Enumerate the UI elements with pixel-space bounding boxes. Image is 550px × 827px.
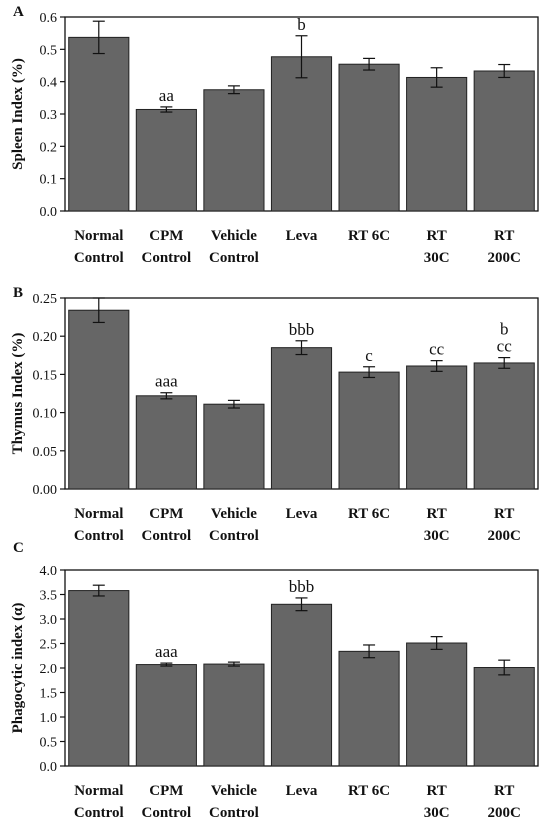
panel-letter: C [13, 540, 24, 556]
x-category-label: 30C [424, 250, 450, 266]
bar [203, 89, 265, 212]
bar [338, 63, 400, 212]
y-tick-label: 0.1 [40, 173, 58, 188]
x-category-label: RT [426, 783, 446, 799]
x-category-label: Normal [74, 783, 123, 799]
bar [135, 108, 197, 212]
y-axis-title: Phagocytic index (α) [10, 603, 26, 734]
significance-label: cc [429, 340, 445, 359]
y-tick-label: 2.5 [40, 638, 58, 653]
y-axis-title: Thymus Index (%) [10, 333, 26, 455]
significance-label: aaa [155, 642, 178, 661]
bar [406, 76, 468, 212]
significance-label: cc [497, 337, 513, 356]
significance-label: aaa [155, 372, 178, 391]
significance-label: b [500, 320, 509, 339]
bar [68, 590, 130, 767]
y-tick-label: 0.4 [40, 76, 58, 91]
x-category-label: RT 6C [348, 506, 390, 522]
bar [68, 36, 130, 212]
x-category-label: Control [74, 528, 124, 544]
y-tick-label: 0.0 [40, 205, 58, 220]
chart-panel-b: B 0.00 0.05 0.10 0.15 0.20 0.25 Thymus Index (%… [10, 285, 539, 544]
x-category-label: Control [209, 805, 259, 821]
y-tick-label: 0.10 [33, 407, 58, 422]
bar [473, 362, 535, 490]
x-category-label: Control [74, 250, 124, 266]
y-tick-label: 3.5 [40, 589, 58, 604]
x-category-label: Control [141, 528, 191, 544]
bar [135, 664, 197, 767]
x-category-label: RT 6C [348, 783, 390, 799]
bar [406, 642, 468, 767]
x-category-label: Control [209, 528, 259, 544]
y-tick-label: 0.15 [33, 368, 58, 383]
y-tick-label: 1.0 [40, 711, 58, 726]
x-category-label: Vehicle [211, 228, 257, 244]
y-axis-title: Spleen Index (%) [10, 58, 26, 170]
x-category-label: CPM [149, 506, 183, 522]
x-category-label: Control [209, 250, 259, 266]
significance-label: bbb [289, 320, 315, 339]
y-tick-label: 0.6 [40, 11, 58, 26]
y-tick-label: 0.0 [40, 760, 58, 775]
significance-label: c [365, 346, 373, 365]
bar [135, 395, 197, 490]
significance-label: aa [159, 86, 175, 105]
x-category-label: 30C [424, 528, 450, 544]
x-category-label: Leva [286, 228, 318, 244]
x-category-label: 200C [488, 250, 521, 266]
x-category-label: RT [494, 506, 514, 522]
x-category-label: Normal [74, 506, 123, 522]
bar [203, 663, 265, 767]
x-category-label: Vehicle [211, 783, 257, 799]
x-category-label: Leva [286, 783, 318, 799]
x-category-label: Control [141, 250, 191, 266]
chart-panel-c: C 0.0 0.5 1.0 1.5 2.0 2.5 3.0 3.5 4.0 Phagocytic i… [10, 540, 539, 821]
y-tick-label: 3.0 [40, 613, 58, 628]
y-tick-label: 4.0 [40, 564, 58, 579]
x-category-label: RT [494, 783, 514, 799]
y-tick-label: 0.20 [33, 330, 58, 345]
x-category-label: RT [426, 228, 446, 244]
x-category-label: Vehicle [211, 506, 257, 522]
bar [270, 347, 333, 490]
significance-label: bbb [289, 577, 315, 596]
x-category-label: 200C [488, 805, 521, 821]
y-tick-label: 0.2 [40, 140, 58, 155]
x-category-label: CPM [149, 783, 183, 799]
x-category-label: 30C [424, 805, 450, 821]
y-tick-label: 2.0 [40, 662, 58, 677]
x-category-label: CPM [149, 228, 183, 244]
bar [68, 309, 130, 490]
x-category-label: Normal [74, 228, 123, 244]
x-category-label: RT 6C [348, 228, 390, 244]
bar [270, 56, 333, 212]
x-category-label: Control [74, 805, 124, 821]
y-tick-label: 1.5 [40, 687, 58, 702]
bar [473, 667, 535, 767]
panel-letter: B [13, 285, 23, 301]
chart-panel-a: A 0.0 0.1 0.2 0.3 0.4 0.5 0.6 Spleen Index (%) No… [10, 4, 539, 266]
bar [338, 371, 400, 490]
x-category-label: RT [494, 228, 514, 244]
bar [203, 403, 265, 490]
y-tick-label: 0.05 [33, 445, 58, 460]
bar [473, 70, 535, 212]
x-category-label: RT [426, 506, 446, 522]
bar [270, 603, 333, 767]
y-tick-label: 0.25 [33, 292, 58, 307]
x-category-label: 200C [488, 528, 521, 544]
bar [338, 650, 400, 767]
x-category-label: Control [141, 805, 191, 821]
y-tick-label: 0.5 [40, 43, 58, 58]
x-category-label: Leva [286, 506, 318, 522]
bar [406, 365, 468, 490]
panel-letter: A [13, 4, 24, 20]
y-tick-label: 0.5 [40, 736, 58, 751]
significance-label: b [297, 15, 306, 34]
y-tick-label: 0.3 [40, 108, 58, 123]
y-tick-label: 0.00 [33, 483, 58, 498]
